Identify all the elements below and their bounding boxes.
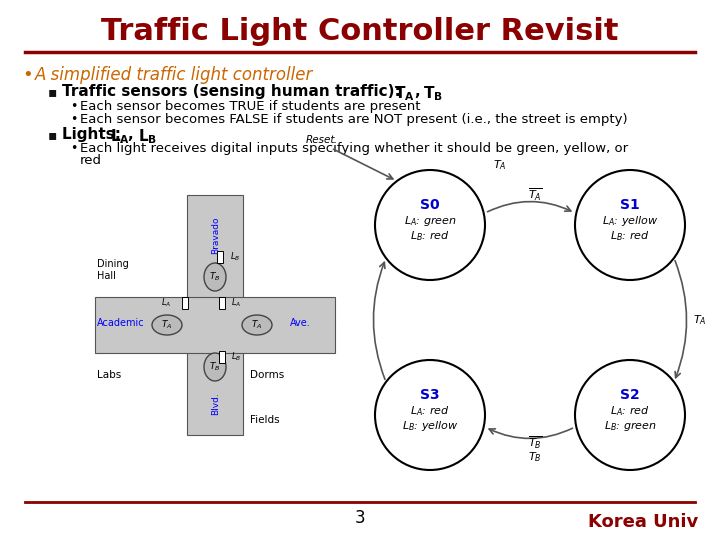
Text: Ave.: Ave. xyxy=(290,318,311,328)
Text: $L_A$: red: $L_A$: red xyxy=(610,404,650,418)
Text: $L_B$: green: $L_B$: green xyxy=(603,419,657,433)
Text: Lights:: Lights: xyxy=(62,127,126,142)
Bar xyxy=(217,251,223,263)
Text: 3: 3 xyxy=(355,509,365,527)
Text: red: red xyxy=(80,154,102,167)
Text: $\overline{T_B}$: $\overline{T_B}$ xyxy=(528,435,542,451)
Text: $L_B$: red: $L_B$: red xyxy=(610,229,650,243)
Text: Traffic sensors (sensing human traffic):: Traffic sensors (sensing human traffic): xyxy=(62,84,406,99)
Text: Dorms: Dorms xyxy=(250,370,284,380)
Text: $\overline{T_A}$: $\overline{T_A}$ xyxy=(528,187,542,203)
Text: S0: S0 xyxy=(420,198,440,212)
Text: Traffic Light Controller Revisit: Traffic Light Controller Revisit xyxy=(102,17,618,46)
Text: •: • xyxy=(22,66,32,84)
Text: $T_B$: $T_B$ xyxy=(528,450,542,464)
Text: $\mathbf{L_B}$: $\mathbf{L_B}$ xyxy=(138,127,157,146)
Text: $T_A$: $T_A$ xyxy=(693,313,707,327)
Text: S1: S1 xyxy=(620,198,640,212)
Text: $T_A$: $T_A$ xyxy=(251,319,263,331)
Text: $L_A$: red: $L_A$: red xyxy=(410,404,450,418)
Text: $\mathbf{T_B}$: $\mathbf{T_B}$ xyxy=(423,84,443,103)
Ellipse shape xyxy=(152,315,182,335)
Text: •: • xyxy=(70,142,77,155)
Circle shape xyxy=(575,360,685,470)
Text: Bravado: Bravado xyxy=(212,217,220,254)
Text: Each sensor becomes FALSE if students are NOT present (i.e., the street is empty: Each sensor becomes FALSE if students ar… xyxy=(80,113,628,126)
Bar xyxy=(187,195,243,435)
Text: $L_B$: $L_B$ xyxy=(231,351,241,363)
Text: $T_A$: $T_A$ xyxy=(161,319,173,331)
Text: Academic: Academic xyxy=(97,318,145,328)
Text: Reset: Reset xyxy=(305,135,335,145)
Text: $L_A$: yellow: $L_A$: yellow xyxy=(602,214,658,228)
Bar xyxy=(219,297,225,309)
Text: $L_B$: $L_B$ xyxy=(230,251,240,263)
Text: ,: , xyxy=(415,84,426,99)
Text: $\mathbf{L_A}$: $\mathbf{L_A}$ xyxy=(110,127,130,146)
Bar xyxy=(95,297,335,353)
Circle shape xyxy=(575,170,685,280)
Text: $L_A$: $L_A$ xyxy=(231,297,241,309)
Circle shape xyxy=(375,360,485,470)
Text: $L_B$: red: $L_B$: red xyxy=(410,229,450,243)
Ellipse shape xyxy=(242,315,272,335)
Bar xyxy=(219,351,225,363)
Text: ▪: ▪ xyxy=(48,85,58,99)
Text: $L_A$: $L_A$ xyxy=(161,297,171,309)
Text: $T_B$: $T_B$ xyxy=(210,271,221,284)
Text: Dining
Hall: Dining Hall xyxy=(97,259,129,281)
Bar xyxy=(95,205,335,435)
Text: Fields: Fields xyxy=(250,415,279,425)
Text: S3: S3 xyxy=(420,388,440,402)
Text: Each light receives digital inputs specifying whether it should be green, yellow: Each light receives digital inputs speci… xyxy=(80,142,628,155)
Text: $L_A$: green: $L_A$: green xyxy=(404,214,456,228)
Text: Blvd.: Blvd. xyxy=(212,392,220,415)
Text: •: • xyxy=(70,113,77,126)
Text: $L_B$: yellow: $L_B$: yellow xyxy=(402,419,459,433)
Text: $T_B$: $T_B$ xyxy=(210,361,221,373)
Text: $\mathbf{T_A}$: $\mathbf{T_A}$ xyxy=(394,84,415,103)
Text: ▪: ▪ xyxy=(48,128,58,142)
Text: $T_A$: $T_A$ xyxy=(493,158,507,172)
Text: Labs: Labs xyxy=(97,370,121,380)
Ellipse shape xyxy=(204,353,226,381)
Ellipse shape xyxy=(204,263,226,291)
Text: A simplified traffic light controller: A simplified traffic light controller xyxy=(35,66,313,84)
Bar xyxy=(182,297,188,309)
Text: Each sensor becomes TRUE if students are present: Each sensor becomes TRUE if students are… xyxy=(80,100,420,113)
Text: •: • xyxy=(70,100,77,113)
Text: S2: S2 xyxy=(620,388,640,402)
Text: Korea Univ: Korea Univ xyxy=(588,513,698,531)
Text: ,: , xyxy=(128,127,139,142)
Circle shape xyxy=(375,170,485,280)
